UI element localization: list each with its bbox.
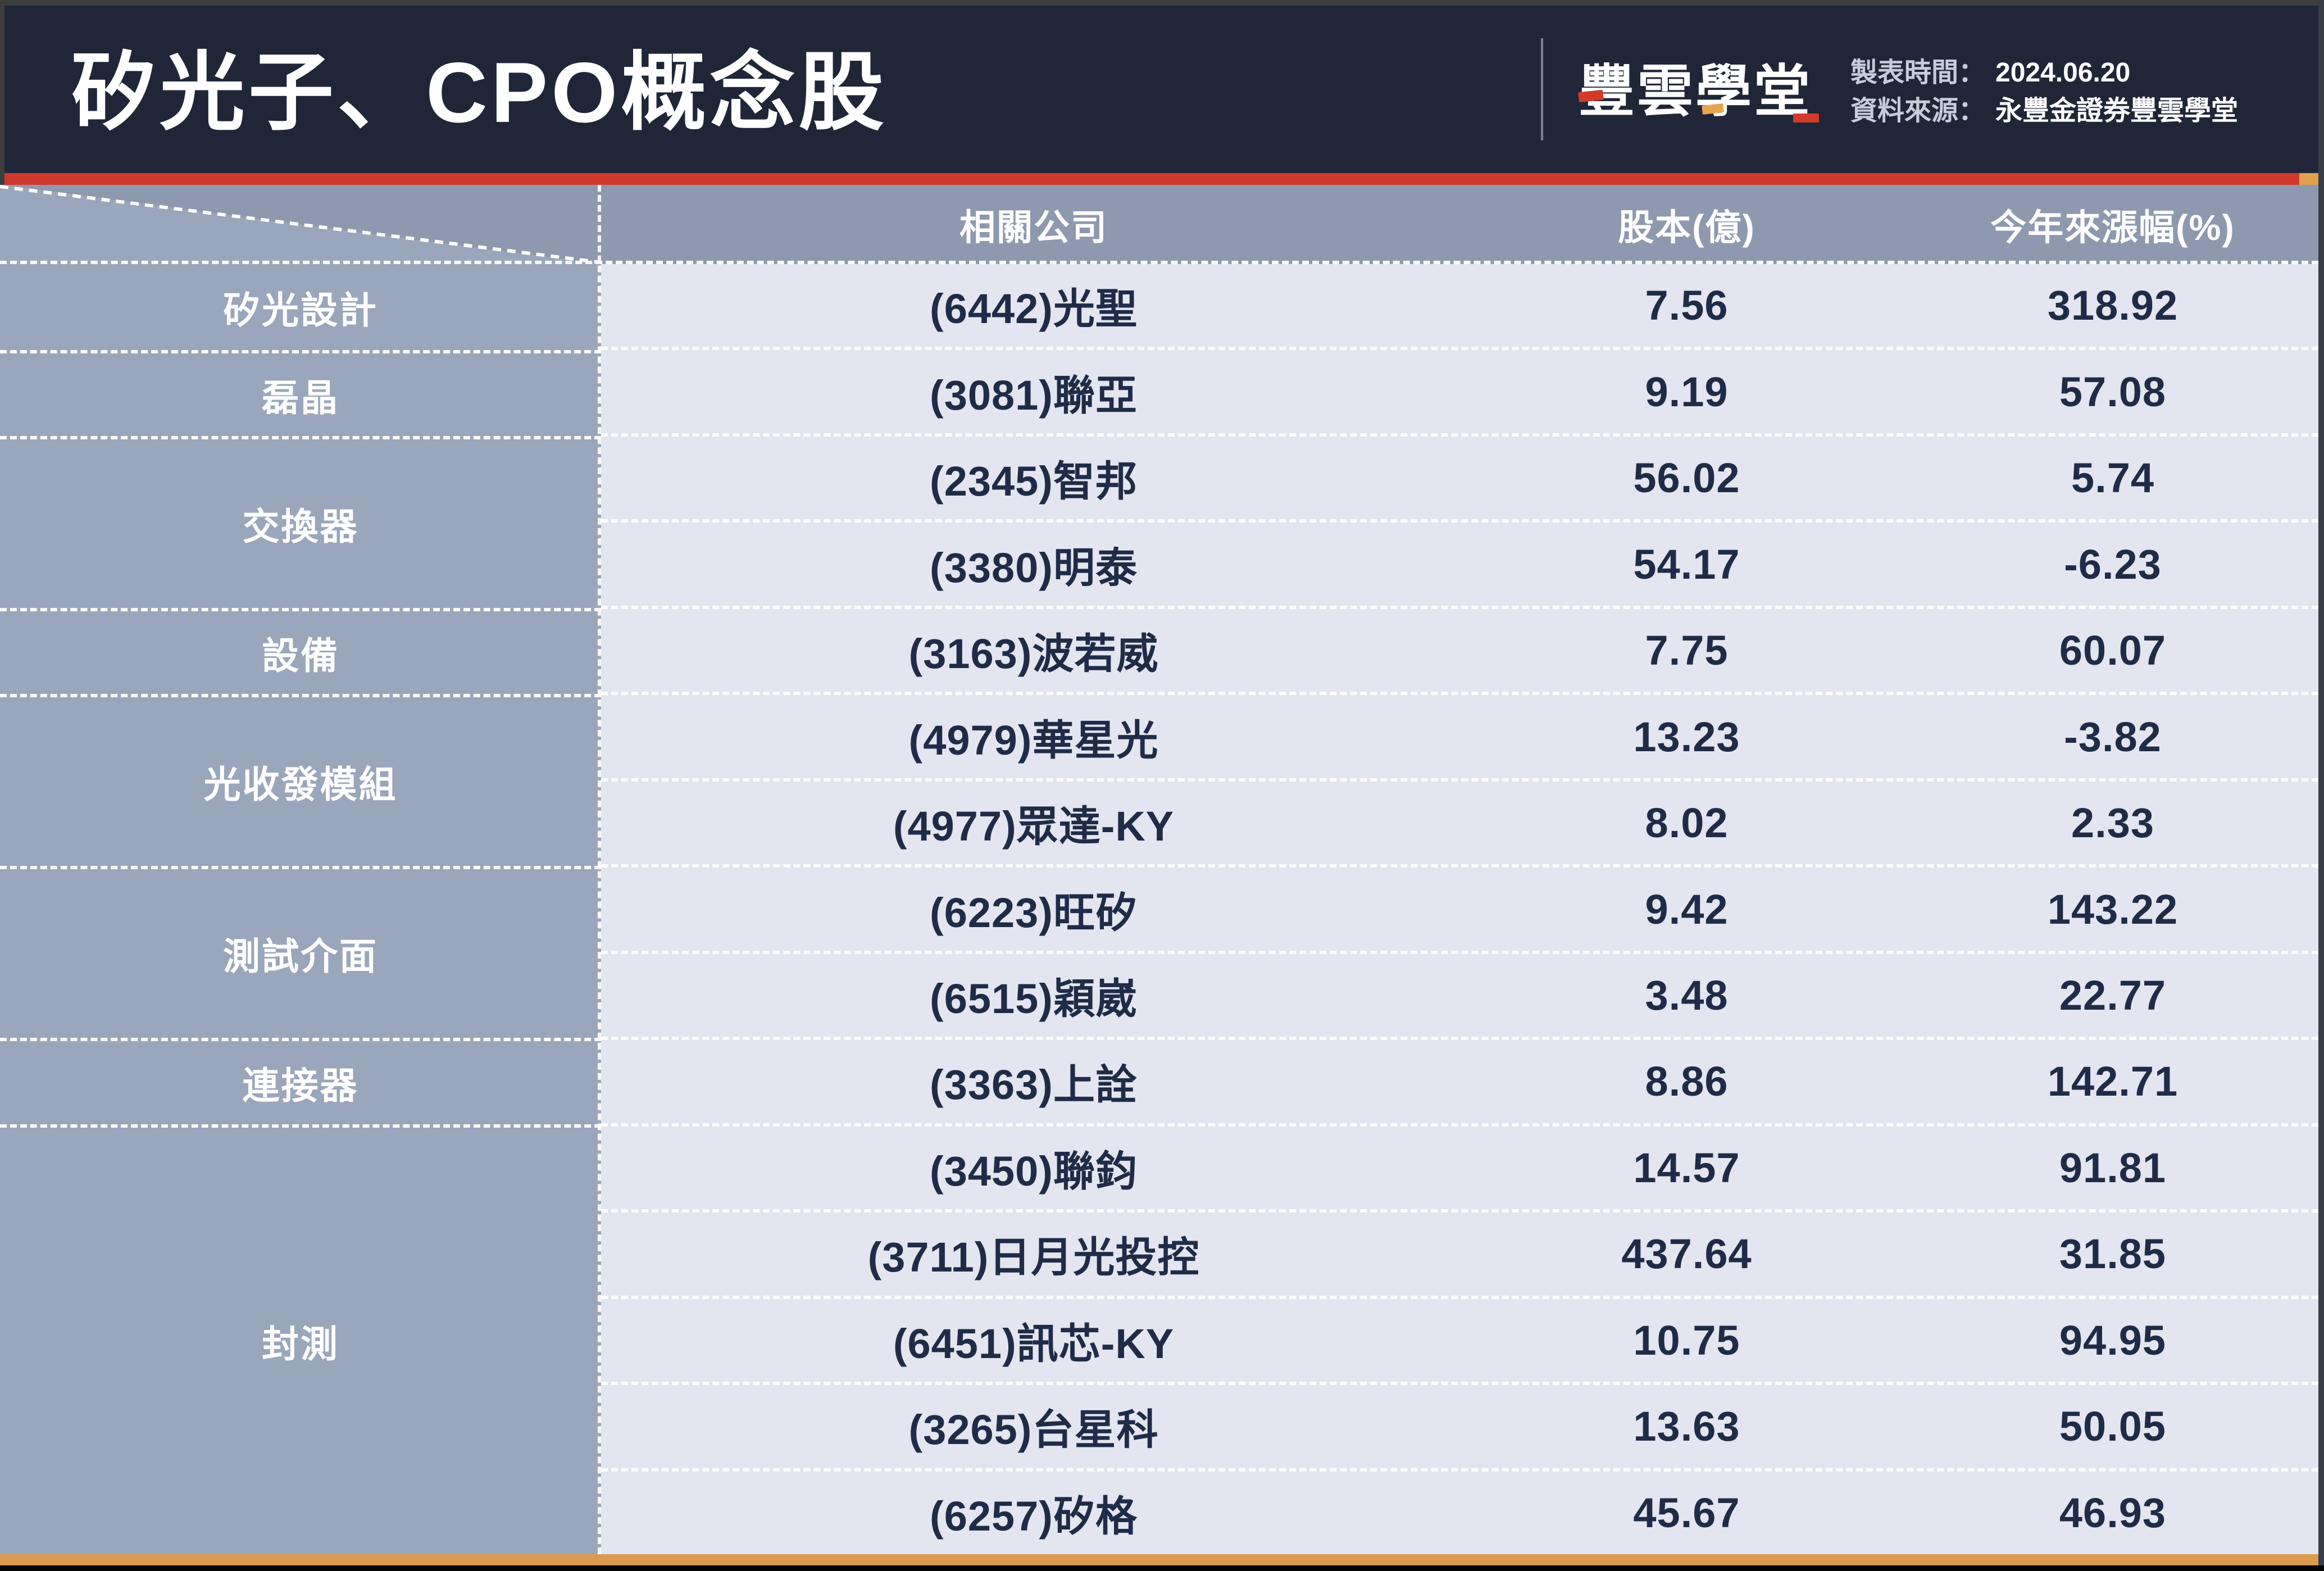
- source-value: 永豐金證券豐雲學堂: [1995, 96, 2239, 126]
- category-cells: 矽光設計 磊晶 交換器 設備 光收發模組 測試介面 連接器 封測: [0, 264, 601, 1554]
- ytd-value: 60.07: [2059, 627, 2167, 674]
- category-column: [0, 185, 601, 1554]
- column-header-ytd: 今年來漲幅(%): [1990, 207, 2235, 248]
- company-name: (6451)訊芯-KY: [893, 1320, 1175, 1367]
- ytd-value: 46.93: [2059, 1489, 2167, 1536]
- category-silicon-photonics-design: 矽光設計: [223, 289, 378, 331]
- table-row: (3265)台星科 13.63 50.05: [601, 1382, 2318, 1468]
- ytd-value: 57.08: [2059, 368, 2167, 415]
- ytd-value: 91.81: [2059, 1144, 2167, 1191]
- capital-value: 437.64: [1621, 1231, 1752, 1278]
- table-row: (3380)明泰 54.17 -6.23: [601, 519, 2318, 605]
- table-row: (6442)光聖 7.56 318.92: [601, 264, 2318, 347]
- company-name: (3450)聯鈞: [930, 1147, 1138, 1195]
- category-epitaxy: 磊晶: [0, 350, 601, 436]
- table-row: (2345)智邦 56.02 5.74: [601, 433, 2318, 519]
- page-title: 矽光子、CPO概念股: [71, 45, 888, 140]
- capital-value: 9.42: [1645, 886, 1729, 933]
- corner-cell: [0, 185, 601, 264]
- brand-divider: [1541, 38, 1543, 140]
- category-connector: 連接器: [0, 1038, 601, 1124]
- category-test-interface: 測試介面: [0, 866, 601, 1038]
- capital-value: 54.17: [1633, 541, 1740, 588]
- company-name: (4979)華星光: [908, 716, 1159, 764]
- table-row: (6257)矽格 45.67 46.93: [601, 1468, 2318, 1554]
- source-label: 資料來源：: [1850, 96, 1986, 126]
- table-row: (6515)穎崴 3.48 22.77: [601, 950, 2318, 1037]
- ytd-value: 5.74: [2071, 455, 2155, 502]
- company-name: (2345)智邦: [930, 458, 1138, 505]
- red-stripe-orange-tip: [2299, 173, 2318, 185]
- table-row: (6223)旺矽 9.42 143.22: [601, 864, 2318, 950]
- ytd-value: -3.82: [2064, 713, 2162, 760]
- ytd-value: 22.77: [2059, 971, 2167, 1019]
- red-accent-stripe: [4, 173, 2318, 185]
- company-name: (6257)矽格: [930, 1492, 1138, 1540]
- table-row: (3363)上詮 8.86 142.71: [601, 1037, 2318, 1123]
- bottom-border: [0, 1565, 2324, 1571]
- ytd-value: 2.33: [2071, 800, 2155, 847]
- capital-value: 14.57: [1633, 1144, 1740, 1191]
- company-name: (3380)明泰: [930, 544, 1138, 591]
- ytd-value: 318.92: [2047, 282, 2179, 329]
- logo-red-underline: [1793, 113, 1819, 122]
- ytd-value: 143.22: [2047, 886, 2179, 933]
- company-name: (3163)波若威: [908, 630, 1159, 678]
- table-row: (4979)華星光 13.23 -3.82: [601, 692, 2318, 778]
- column-header-company: 相關公司: [959, 207, 1108, 248]
- brand-logo: 豐雲學堂: [1578, 60, 1819, 123]
- header-band: 矽光子、CPO概念股 豐雲學堂 製表時間： 2024.06.20 資料來源： 永豐金…: [4, 6, 2318, 173]
- header-bottom-separator: [0, 261, 2318, 264]
- table-body: (6442)光聖 7.56 318.92 (3081)聯亞 9.19 57.08…: [601, 264, 2318, 1554]
- capital-value: 7.75: [1645, 627, 1729, 674]
- company-name: (6442)光聖: [930, 285, 1138, 333]
- category-equipment: 設備: [0, 608, 601, 694]
- category-switch: 交換器: [0, 436, 601, 608]
- capital-value: 9.19: [1645, 368, 1729, 415]
- company-name: (3265)台星科: [908, 1406, 1159, 1454]
- capital-value: 7.56: [1645, 282, 1729, 329]
- table-row: (3163)波若威 7.75 60.07: [601, 605, 2318, 692]
- source-line: 資料來源： 永豐金證券豐雲學堂: [1850, 92, 2238, 130]
- table-header-row: 相關公司 股本(億) 今年來漲幅(%): [601, 185, 2318, 264]
- ytd-value: 94.95: [2059, 1316, 2167, 1364]
- made-time-line: 製表時間： 2024.06.20: [1850, 54, 2238, 92]
- ytd-value: 50.05: [2059, 1403, 2167, 1450]
- table-row: (3450)聯鈞 14.57 91.81: [601, 1123, 2318, 1209]
- ytd-value: 31.85: [2059, 1231, 2167, 1278]
- column-divider-dashed: [598, 185, 601, 1554]
- ytd-value: -6.23: [2064, 541, 2162, 588]
- category-packaging-testing: 封測: [0, 1124, 601, 1554]
- capital-value: 13.23: [1633, 713, 1740, 760]
- table-row: (3081)聯亞 9.19 57.08: [601, 347, 2318, 433]
- right-border: [2318, 0, 2324, 1571]
- capital-value: 8.86: [1645, 1058, 1729, 1105]
- capital-value: 3.48: [1645, 971, 1729, 1019]
- table-row: (4977)眾達-KY 8.02 2.33: [601, 778, 2318, 864]
- capital-value: 45.67: [1633, 1489, 1740, 1536]
- capital-value: 8.02: [1645, 800, 1729, 847]
- made-time-value: 2024.06.20: [1995, 58, 2131, 88]
- left-border: [0, 6, 4, 185]
- made-time-label: 製表時間：: [1850, 58, 1986, 88]
- bottom-orange-stripe: [0, 1554, 2318, 1565]
- brand-logo-text: 豐雲學堂: [1579, 60, 1812, 123]
- company-name: (6515)穎崴: [930, 975, 1138, 1022]
- table-row: (3711)日月光投控 437.64 31.85: [601, 1209, 2318, 1295]
- company-name: (3081)聯亞: [930, 371, 1138, 419]
- ytd-value: 142.71: [2047, 1058, 2179, 1105]
- header-meta: 製表時間： 2024.06.20 資料來源： 永豐金證券豐雲學堂: [1850, 54, 2238, 130]
- corner-diagonal: [0, 185, 601, 264]
- company-name: (6223)旺矽: [930, 889, 1138, 936]
- capital-value: 13.63: [1633, 1403, 1740, 1450]
- company-name: (3711)日月光投控: [867, 1234, 1200, 1281]
- company-name: (3363)上詮: [930, 1061, 1138, 1109]
- category-optical-transceiver: 光收發模組: [0, 694, 601, 866]
- company-name: (4977)眾達-KY: [893, 803, 1175, 850]
- capital-value: 10.75: [1633, 1316, 1740, 1364]
- column-header-capital: 股本(億): [1618, 207, 1755, 248]
- table-row: (6451)訊芯-KY 10.75 94.95: [601, 1295, 2318, 1382]
- capital-value: 56.02: [1633, 455, 1740, 502]
- top-border: [0, 0, 2324, 6]
